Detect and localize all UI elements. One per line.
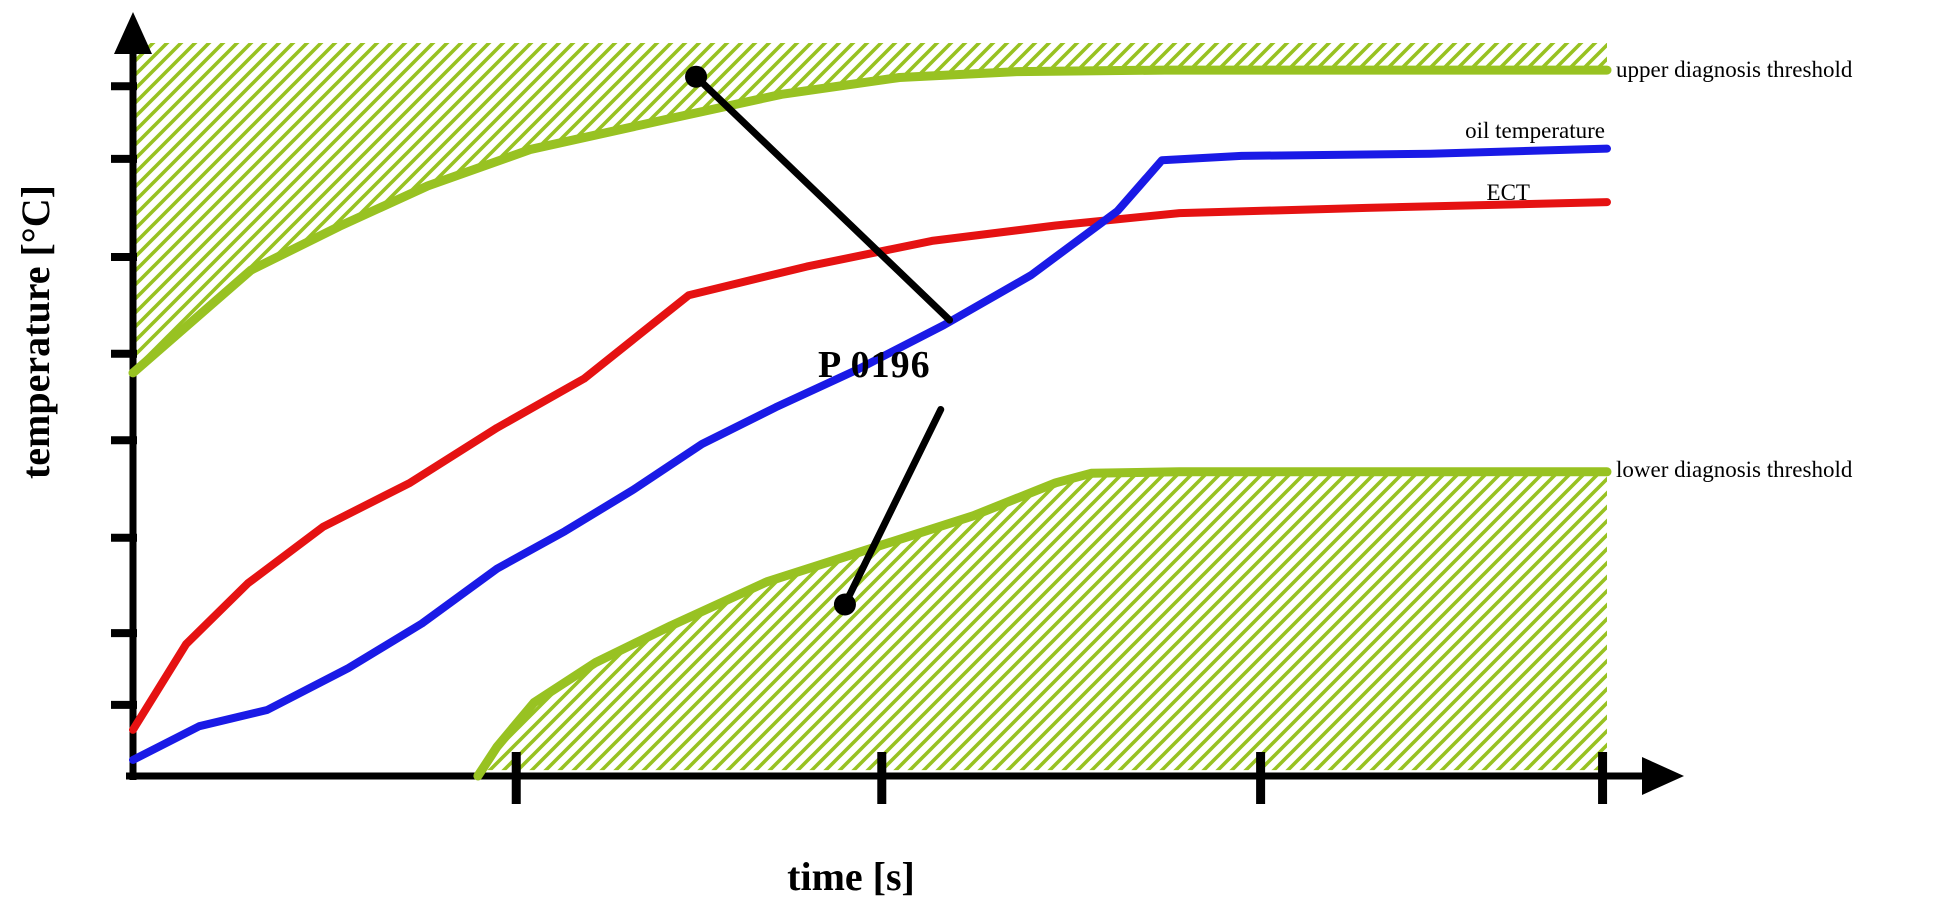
fault-code-annotation: P 0196 (818, 344, 931, 386)
oil-temperature-curve (129, 144, 1611, 764)
callout-line (841, 406, 945, 608)
x-axis (126, 752, 1684, 804)
lower-threshold-label: lower diagnosis threshold (1616, 457, 1853, 482)
upper-threshold-curve (128, 65, 1612, 378)
upper-threshold-label: upper diagnosis threshold (1616, 57, 1853, 82)
annotation-callouts (685, 65, 954, 616)
y-ticks (111, 82, 137, 709)
callout-line (692, 73, 954, 324)
oil-temperature-label: oil temperature (1465, 118, 1605, 143)
lower-hatch-region (477, 471, 1607, 776)
y-axis-arrow-icon (114, 12, 152, 54)
ect-label: ECT (1486, 180, 1530, 205)
callout-dot (685, 65, 708, 88)
y-axis-label: temperature [°C] (13, 184, 58, 480)
upper-hatch-region (133, 43, 1607, 373)
x-axis-arrow-icon (1642, 757, 1684, 795)
x-axis-label: time [s] (787, 854, 915, 899)
ect-curve (129, 198, 1611, 734)
callout-dot (833, 593, 856, 616)
x-ticks (511, 752, 1608, 804)
lower-threshold-curve (473, 467, 1612, 781)
y-axis (111, 12, 152, 780)
